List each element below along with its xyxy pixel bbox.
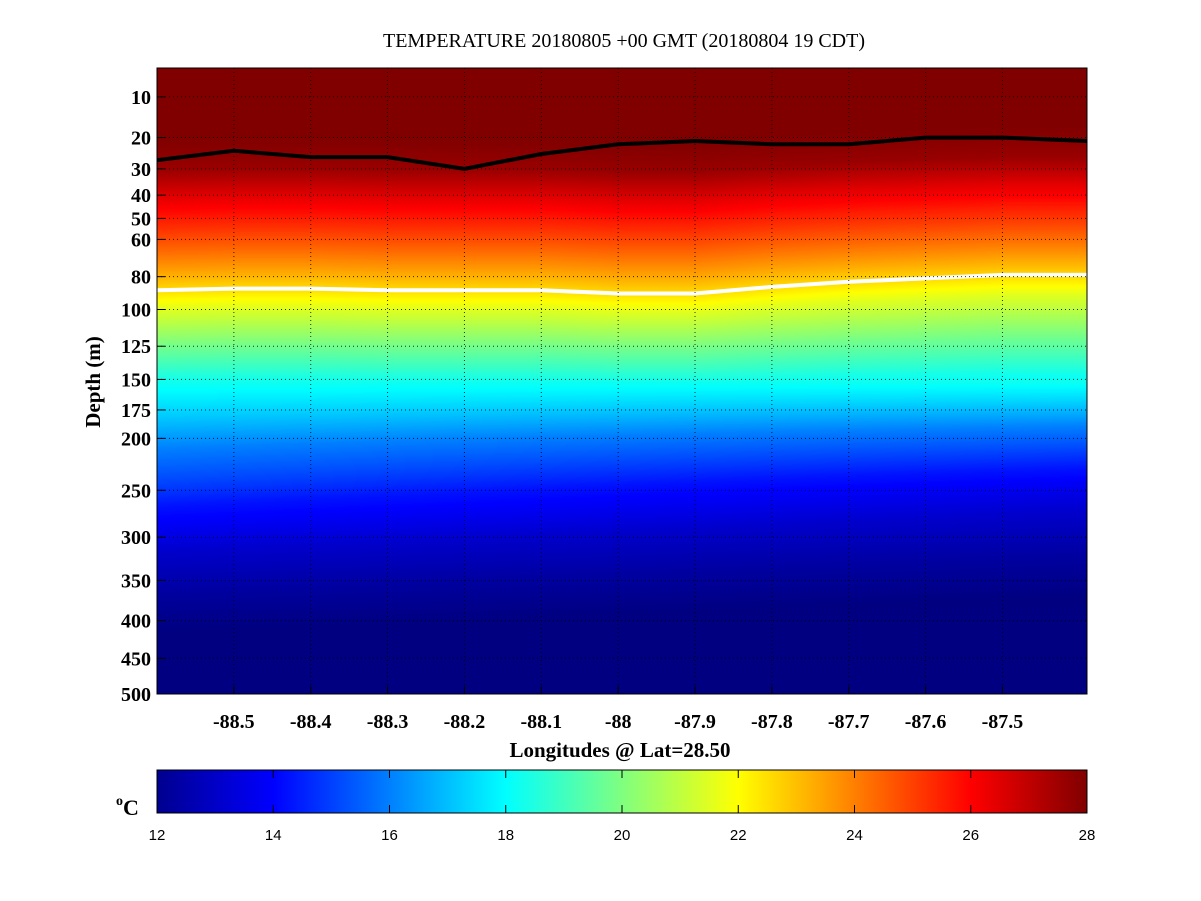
y-tick-label: 175: [121, 400, 151, 422]
y-tick-label: 500: [121, 684, 151, 706]
chart-title: TEMPERATURE 20180805 +00 GMT (20180804 1…: [383, 30, 865, 52]
y-tick-label: 300: [121, 527, 151, 549]
colorbar-tick-label: 20: [614, 827, 631, 844]
y-tick-label: 20: [131, 128, 151, 150]
colorbar-tick-label: 28: [1079, 827, 1096, 844]
x-tick-label: -88.5: [213, 711, 255, 733]
x-tick-label: -87.5: [982, 711, 1024, 733]
x-tick-label: -87.6: [905, 711, 947, 733]
colorbar-tick-label: 22: [730, 827, 747, 844]
y-tick-label: 400: [121, 611, 151, 633]
x-axis-ticks: -88.5 -88.4 -88.3 -88.2 -88.1 -88 -87.9 -87.8 -8…: [213, 686, 1023, 733]
x-tick-label: -87.7: [828, 711, 870, 733]
x-axis-label: Longitudes @ Lat=28.50: [509, 738, 730, 762]
colorbar-tick-label: 18: [497, 827, 514, 844]
x-tick-label: -88.1: [520, 711, 562, 733]
temperature-heatmap: [157, 68, 1087, 694]
colorbar-unit-degree: o: [116, 794, 123, 809]
x-tick-label: -87.8: [751, 711, 793, 733]
y-tick-label: 200: [121, 428, 151, 450]
colorbar-unit: oC: [116, 794, 139, 820]
y-tick-label: 350: [121, 570, 151, 592]
y-tick-label: 150: [121, 369, 151, 391]
x-tick-label: -88.3: [367, 711, 409, 733]
colorbar-unit-letter: C: [123, 795, 139, 820]
colorbar-ticks: 12 14 16 18 20 22 24 26 28: [149, 770, 1096, 844]
colorbar-tick-label: 26: [962, 827, 979, 844]
y-tick-label: 450: [121, 648, 151, 670]
y-tick-label: 250: [121, 480, 151, 502]
y-tick-label: 100: [121, 300, 151, 322]
x-tick-label: -88: [605, 711, 632, 733]
y-tick-label: 60: [131, 229, 151, 251]
y-axis-label: Depth (m): [81, 336, 105, 428]
y-tick-label: 125: [121, 336, 151, 358]
colorbar-tick-label: 12: [149, 827, 166, 844]
y-tick-label: 10: [131, 87, 151, 109]
x-tick-label: -88.4: [290, 711, 332, 733]
colorbar-tick-label: 24: [846, 827, 863, 844]
colorbar-tick-label: 16: [381, 827, 398, 844]
y-tick-label: 80: [131, 267, 151, 289]
colorbar-tick-label: 14: [265, 827, 282, 844]
y-tick-label: 50: [131, 208, 151, 230]
y-tick-label: 40: [131, 185, 151, 207]
x-tick-label: -88.2: [444, 711, 486, 733]
plot-frame: [156, 67, 1088, 695]
y-tick-label: 30: [131, 159, 151, 181]
plot-grid: [157, 68, 1087, 694]
x-tick-label: -87.9: [674, 711, 716, 733]
